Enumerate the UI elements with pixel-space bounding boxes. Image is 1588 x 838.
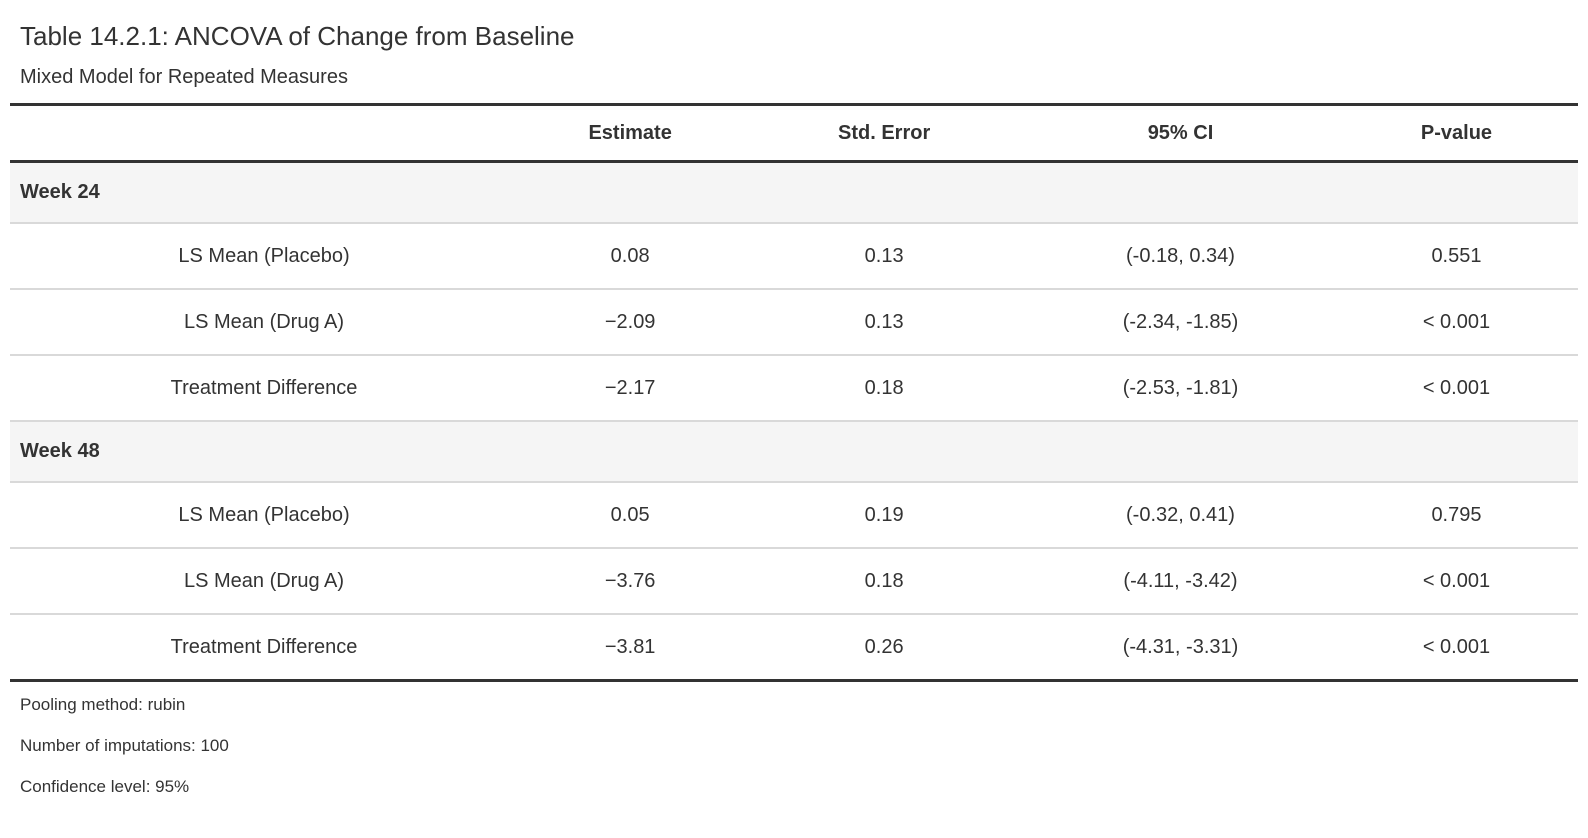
group-row: Week 48 (10, 419, 1578, 483)
p-value-cell: < 0.001 (1334, 354, 1578, 422)
p-value-cell: < 0.001 (1334, 288, 1578, 356)
footnote: Number of imputations: 100 (20, 735, 229, 755)
table-header: Estimate Std. Error 95% CI P-value (10, 104, 1578, 163)
p-value-cell: < 0.001 (1334, 613, 1578, 681)
std-error-cell: 0.13 (742, 222, 1027, 290)
std-error-cell: 0.19 (742, 481, 1027, 549)
group-label: Week 48 (10, 419, 1578, 483)
table-subtitle: Mixed Model for Repeated Measures (20, 65, 348, 88)
column-header-std-error: Std. Error (742, 104, 1027, 163)
table-row: LS Mean (Drug A) −3.76 0.18 (-4.11, -3.42) <… (10, 547, 1578, 615)
estimate-cell: −3.76 (518, 547, 743, 615)
p-value-cell: 0.795 (1334, 481, 1578, 549)
std-error-cell: 0.26 (742, 613, 1027, 681)
column-header-ci: 95% CI (1026, 104, 1335, 163)
estimate-cell: 0.05 (518, 481, 743, 549)
group-label: Week 24 (10, 160, 1578, 224)
p-value-cell: < 0.001 (1334, 547, 1578, 615)
table-row: LS Mean (Drug A) −2.09 0.13 (-2.34, -1.85) <… (10, 288, 1578, 356)
table-body: Week 24 LS Mean (Placebo) 0.08 0.13 (-0.18, … (10, 160, 1578, 681)
table-footnotes: Pooling method: rubin Number of imputatio… (10, 682, 1578, 829)
column-header-estimate: Estimate (518, 104, 743, 163)
ci-cell: (-0.18, 0.34) (1026, 222, 1335, 290)
column-header-row: Estimate Std. Error 95% CI P-value (10, 104, 1578, 163)
row-label: LS Mean (Drug A) (10, 288, 519, 356)
estimate-cell: −2.09 (518, 288, 743, 356)
footnote: Confidence level: 95% (20, 776, 190, 796)
ci-cell: (-2.34, -1.85) (1026, 288, 1335, 356)
ci-cell: (-4.11, -3.42) (1026, 547, 1335, 615)
p-value-cell: 0.551 (1334, 222, 1578, 290)
row-label: LS Mean (Placebo) (10, 481, 519, 549)
row-label: Treatment Difference (10, 354, 519, 422)
row-label: Treatment Difference (10, 613, 519, 681)
row-label: LS Mean (Drug A) (10, 547, 519, 615)
table-row: Treatment Difference −3.81 0.26 (-4.31, -3.… (10, 613, 1578, 681)
table-row: LS Mean (Placebo) 0.08 0.13 (-0.18, 0.34) 0.… (10, 222, 1578, 290)
ci-cell: (-2.53, -1.81) (1026, 354, 1335, 422)
row-label: LS Mean (Placebo) (10, 222, 519, 290)
ci-cell: (-4.31, -3.31) (1026, 613, 1335, 681)
table-title: Table 14.2.1: ANCOVA of Change from Base… (20, 21, 575, 51)
std-error-cell: 0.18 (742, 354, 1027, 422)
estimate-cell: −3.81 (518, 613, 743, 681)
std-error-cell: 0.13 (742, 288, 1027, 356)
ancova-results-table: Estimate Std. Error 95% CI P-value Week … (10, 102, 1578, 682)
estimate-cell: 0.08 (518, 222, 743, 290)
estimate-cell: −2.17 (518, 354, 743, 422)
std-error-cell: 0.18 (742, 547, 1027, 615)
column-header-p-value: P-value (1334, 104, 1578, 163)
column-header-stub (10, 104, 519, 163)
group-row: Week 24 (10, 160, 1578, 224)
table-row: Treatment Difference −2.17 0.18 (-2.53, -1.… (10, 354, 1578, 422)
ci-cell: (-0.32, 0.41) (1026, 481, 1335, 549)
table-heading: Table 14.2.1: ANCOVA of Change from Base… (10, 0, 1578, 89)
table-row: LS Mean (Placebo) 0.05 0.19 (-0.32, 0.41) 0.… (10, 481, 1578, 549)
footnote: Pooling method: rubin (20, 694, 186, 714)
